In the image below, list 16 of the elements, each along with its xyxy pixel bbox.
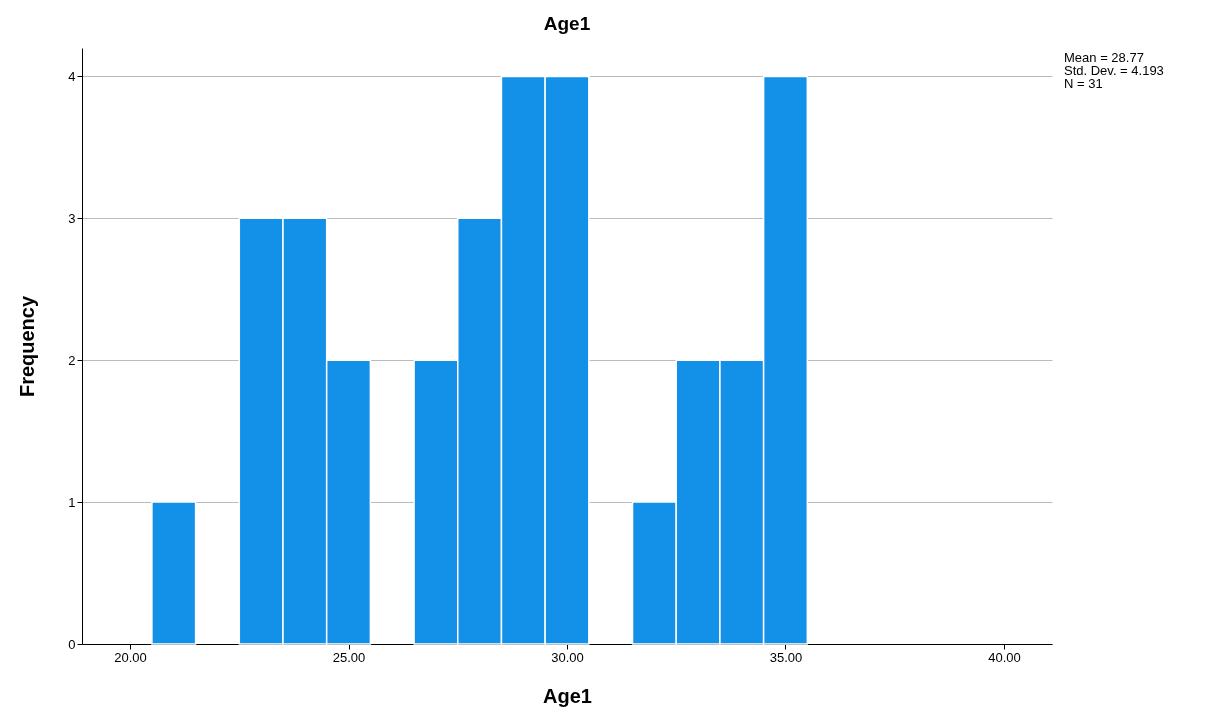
x-axis-title: Age1 bbox=[543, 684, 592, 707]
y-tick-label: 3 bbox=[68, 210, 76, 226]
x-tick-label: 20.00 bbox=[114, 649, 147, 665]
x-tick-label: 25.00 bbox=[332, 649, 366, 665]
y-tick-label: 0 bbox=[68, 636, 76, 652]
y-tick-label: 4 bbox=[68, 68, 76, 84]
x-tick-label: 30.00 bbox=[551, 649, 584, 665]
y-tick-label: 2 bbox=[68, 352, 76, 368]
text: Mean = 28.77 bbox=[1064, 50, 1144, 65]
x-tick-label: 35.00 bbox=[769, 649, 803, 665]
y-axis-title: Frequency bbox=[16, 295, 39, 398]
x-tick-label: 40.00 bbox=[988, 649, 1021, 665]
chart-title: Age1 bbox=[543, 13, 591, 34]
y-tick-label: 1 bbox=[68, 494, 76, 510]
text: N = 31 bbox=[1064, 76, 1103, 91]
text: Std. Dev. = 4.193 bbox=[1064, 63, 1164, 78]
